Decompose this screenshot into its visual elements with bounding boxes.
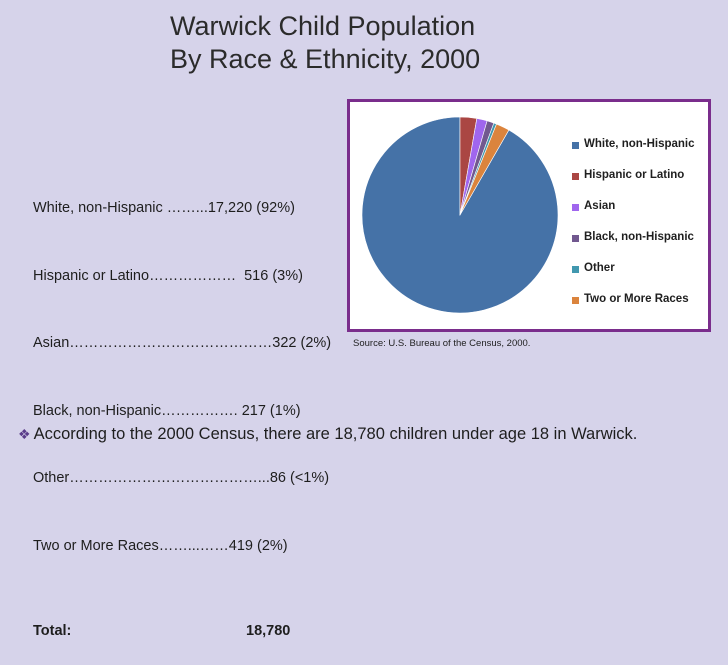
title-line-1: Warwick Child Population	[170, 11, 476, 41]
diamond-bullet-icon: ❖	[18, 426, 31, 442]
summary-note: ❖ According to the 2000 Census, there are…	[18, 425, 637, 444]
stat-row-asian: Asian……………………………………322 (2%)	[33, 335, 332, 351]
legend-swatch-icon	[572, 235, 579, 242]
stat-row-black: Black, non-Hispanic……………. 217 (1%)	[33, 402, 301, 419]
page-title: Warwick Child Population By Race & Ethni…	[170, 10, 590, 76]
legend-label: Hispanic or Latino	[584, 169, 685, 181]
legend-label: Two or More Races	[584, 293, 689, 305]
legend-item: Black, non-Hispanic	[572, 231, 695, 262]
legend-swatch-icon	[572, 142, 579, 149]
legend-label: Asian	[584, 200, 616, 212]
legend-swatch-icon	[572, 173, 579, 180]
stat-total-row: Total: 18,780	[33, 620, 331, 643]
stat-row-other: Other…………………………………...86 (<1%)	[33, 470, 330, 486]
population-stats: White, non-Hispanic ……...17,220 (92%) Hi…	[33, 152, 331, 665]
legend-label: White, non-Hispanic	[584, 138, 695, 150]
chart-legend: White, non-Hispanic Hispanic or Latino Asi…	[572, 138, 695, 324]
legend-item: Asian	[572, 200, 695, 231]
legend-item: Two or More Races	[572, 293, 695, 324]
legend-swatch-icon	[572, 297, 579, 304]
total-value: 18,780	[246, 623, 291, 639]
legend-label: Black, non-Hispanic	[584, 231, 694, 243]
legend-item: White, non-Hispanic	[572, 138, 695, 169]
summary-text: According to the 2000 Census, there are …	[33, 425, 638, 443]
pie-chart-panel: White, non-Hispanic Hispanic or Latino Asi…	[347, 99, 711, 332]
total-label: Total:	[33, 623, 72, 639]
stat-row-white: White, non-Hispanic ……...17,220 (92%)	[33, 200, 295, 216]
legend-swatch-icon	[572, 266, 579, 273]
legend-item: Hispanic or Latino	[572, 169, 695, 200]
legend-swatch-icon	[572, 204, 579, 211]
pie-slice-two-or-more-races	[459, 123, 510, 216]
source-note: Source: U.S. Bureau of the Census, 2000.	[353, 338, 531, 349]
stat-row-hispanic: Hispanic or Latino……………… 516 (3%)	[33, 267, 303, 284]
title-line-2: By Race & Ethnicity, 2000	[170, 44, 481, 74]
pie-chart	[361, 116, 559, 314]
legend-item: Other	[572, 262, 695, 293]
legend-label: Other	[584, 262, 615, 274]
